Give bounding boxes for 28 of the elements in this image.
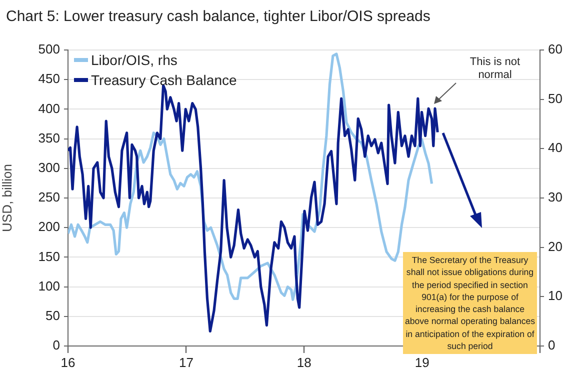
x-tick-label: 16 xyxy=(60,355,76,370)
y2-tick-label: 50 xyxy=(548,90,562,106)
y-axis-title: USD, billion xyxy=(0,164,14,232)
y-tick-label: 500 xyxy=(38,42,60,57)
y-tick-label: 0 xyxy=(52,338,60,353)
y2-tick-label: 0 xyxy=(548,338,556,353)
annotation: This is not normal xyxy=(468,56,522,82)
y2-tick-label: 60 xyxy=(548,42,562,57)
y2-tick-label: 40 xyxy=(548,140,562,156)
x-tick-label: 19 xyxy=(414,355,430,370)
y2-tick-label: 20 xyxy=(548,238,562,254)
y-tick-label: 200 xyxy=(38,219,60,234)
y-tick-label: 350 xyxy=(38,130,60,146)
annotation: The Secretary of the Treasury shall not issue obligations during the period specified in section 901(a) for the purpose of increasing the cash balance above normal operating balances in anticipation of the expiration of such period xyxy=(403,252,537,354)
chart-title: Chart 5: Lower treasury cash balance, tighter Libor/OIS spreads xyxy=(6,8,430,25)
x-tick-label: 18 xyxy=(296,355,312,370)
legend-label: Libor/OIS, rhs xyxy=(91,52,178,68)
y-tick-label: 450 xyxy=(38,71,60,86)
y2-tick-label: 10 xyxy=(548,288,562,304)
y-tick-label: 300 xyxy=(38,160,60,175)
y-tick-label: 400 xyxy=(38,100,60,116)
y2-tick-label: 30 xyxy=(548,190,562,205)
y-tick-label: 150 xyxy=(38,248,60,264)
x-tick-label: 17 xyxy=(179,355,194,370)
y-tick-label: 250 xyxy=(38,190,60,205)
y-tick-label: 100 xyxy=(38,278,60,294)
legend-label: Treasury Cash Balance xyxy=(91,72,237,88)
y-tick-label: 50 xyxy=(46,308,60,323)
